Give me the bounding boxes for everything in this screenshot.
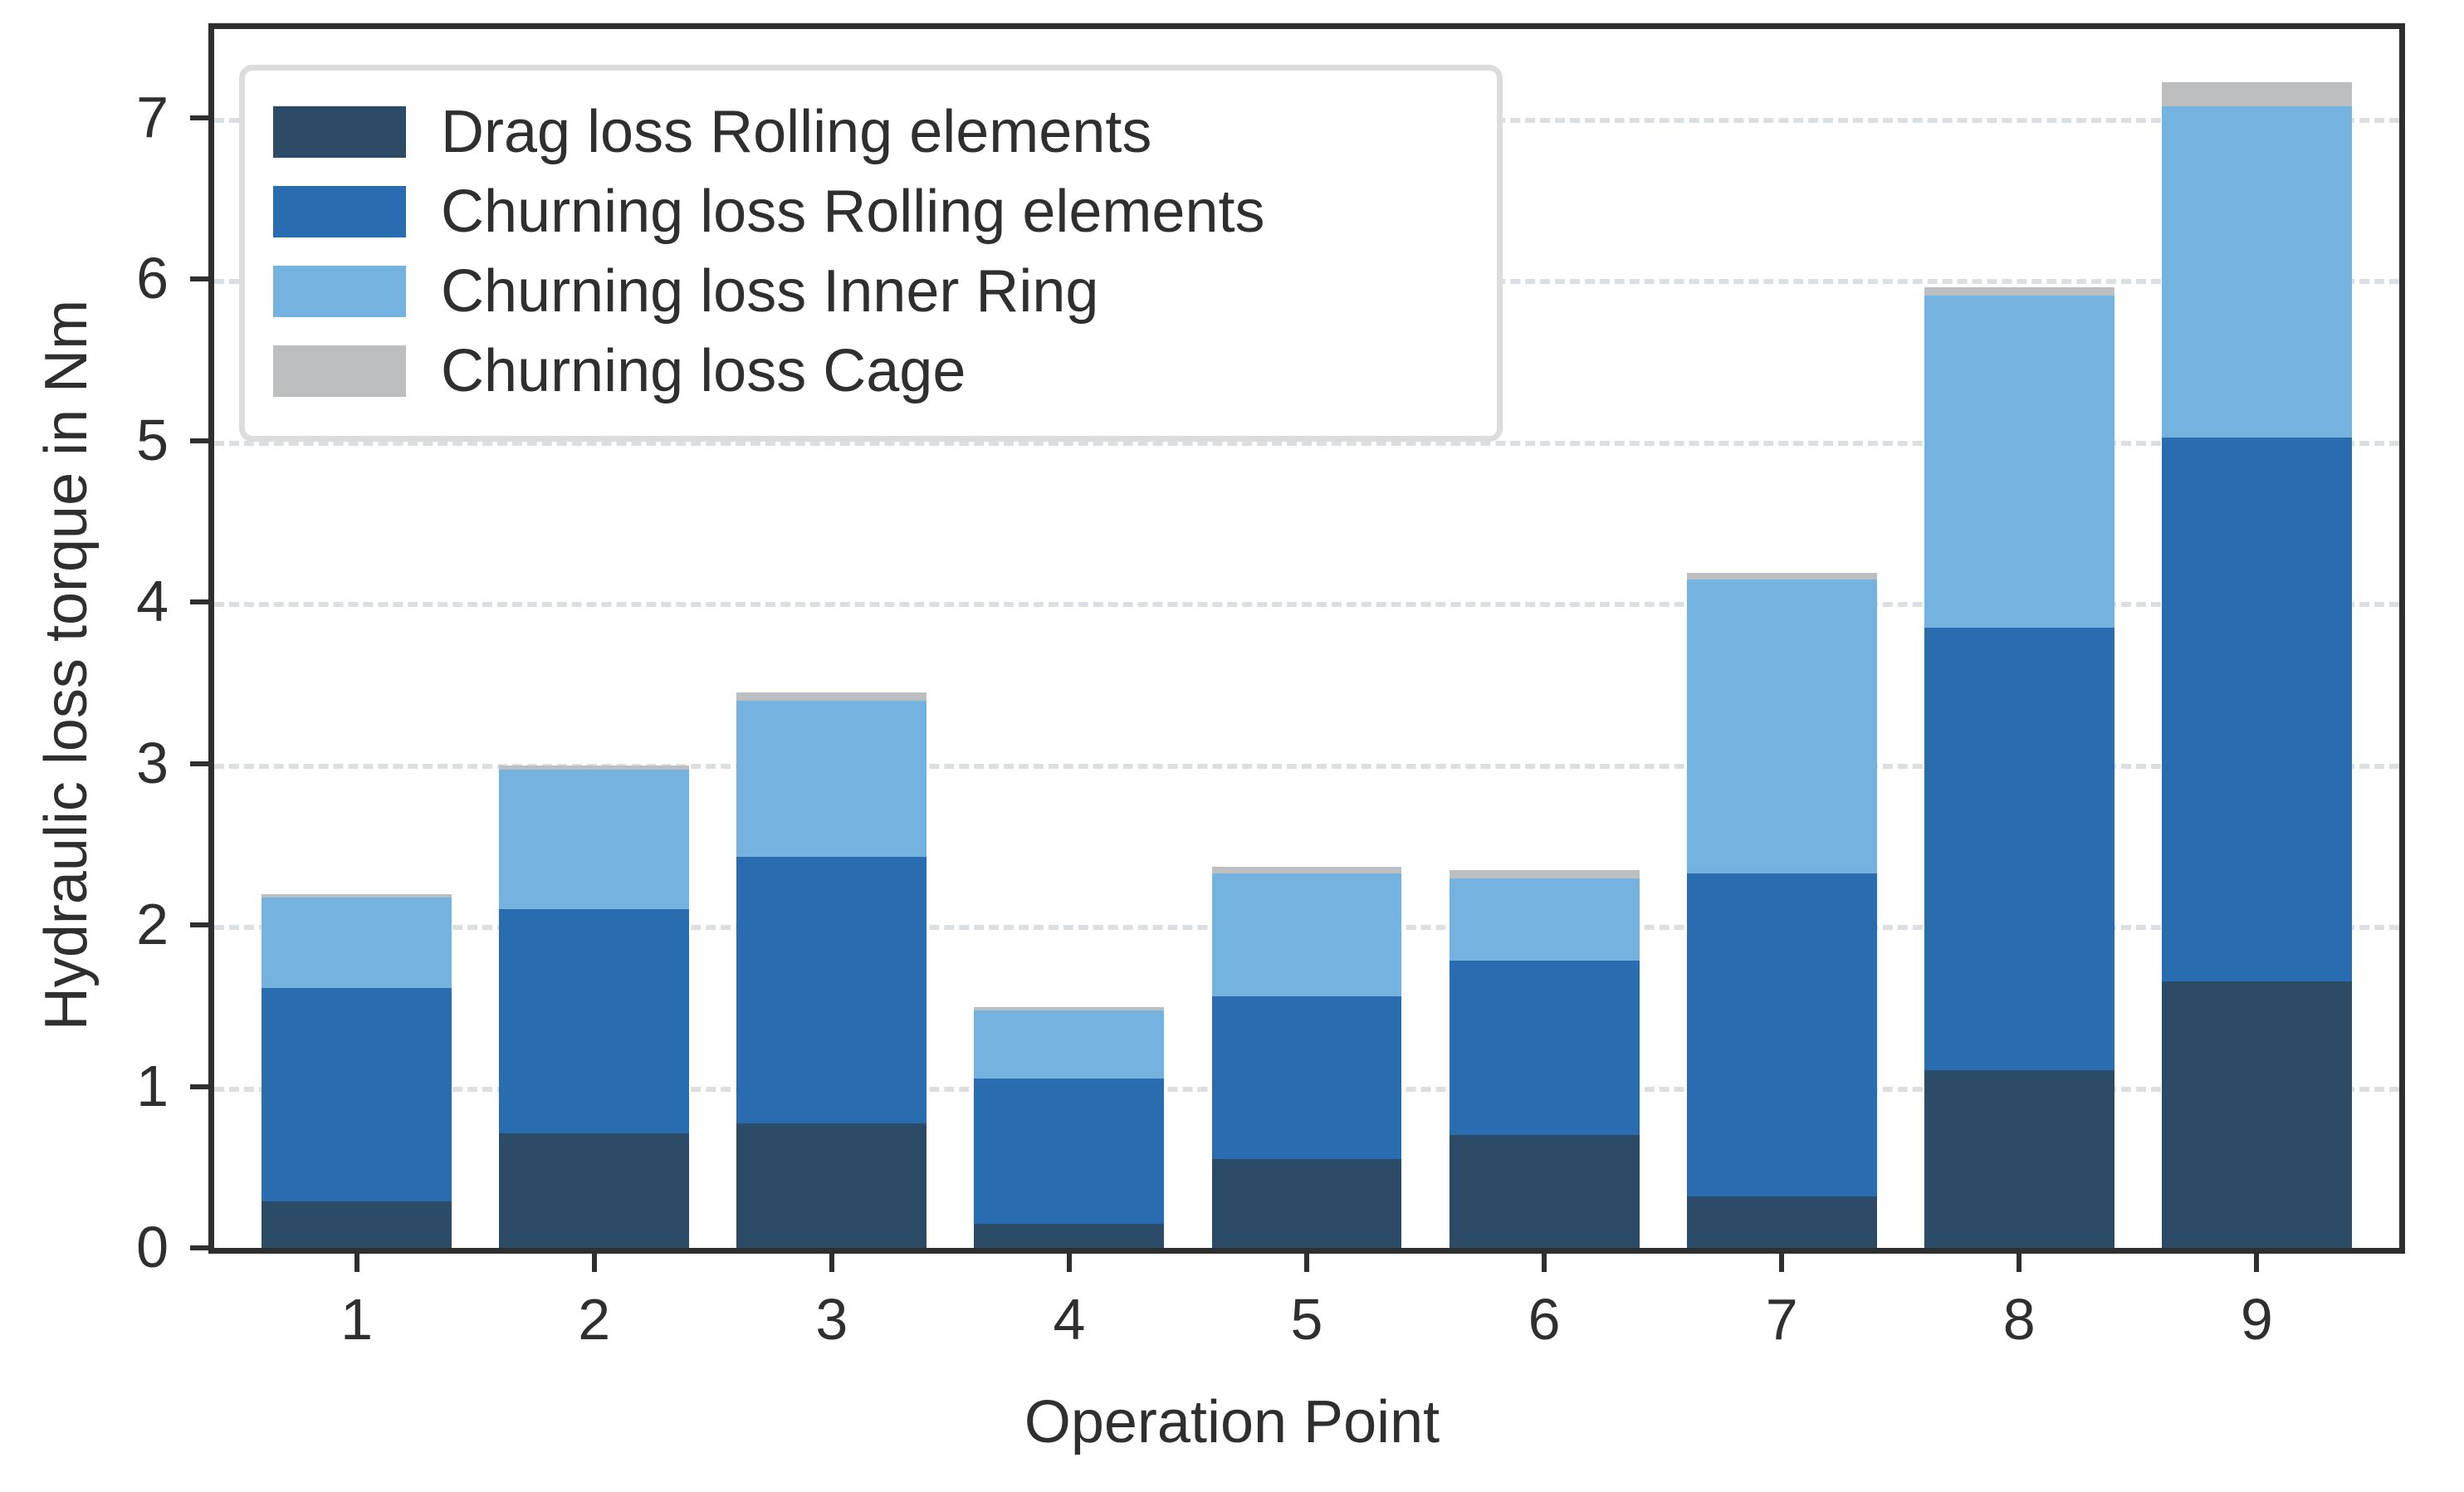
y-tick-label-2: 2 — [136, 892, 169, 957]
bar-segment-op7-s3[interactable] — [1686, 573, 1877, 580]
x-tick-label-7: 7 — [1765, 1287, 1798, 1352]
x-tick-label-6: 6 — [1528, 1287, 1561, 1352]
bar-group-5[interactable] — [1211, 29, 1402, 1248]
bar-group-4[interactable] — [974, 29, 1165, 1248]
bar-segment-op8-s3[interactable] — [1924, 287, 2114, 296]
y-tick-mark-4 — [190, 599, 208, 605]
y-tick-mark-3 — [190, 761, 208, 766]
x-tick-mark-7 — [1779, 1254, 1785, 1272]
x-tick-label-2: 2 — [578, 1287, 611, 1352]
y-tick-label-0: 0 — [136, 1215, 169, 1279]
bar-segment-op8-s1[interactable] — [1924, 628, 2114, 1071]
bar-segment-op3-s3[interactable] — [736, 692, 927, 701]
bar-segment-op5-s3[interactable] — [1211, 867, 1402, 873]
x-axis-title: Operation Point — [1024, 1389, 1440, 1455]
bar-segment-op1-s3[interactable] — [262, 894, 452, 898]
y-tick-mark-5 — [190, 438, 208, 443]
bar-group-1[interactable] — [262, 29, 452, 1248]
bar-segment-op3-s1[interactable] — [736, 857, 927, 1124]
bar-segment-op6-s0[interactable] — [1449, 1134, 1640, 1248]
bar-group-9[interactable] — [2161, 29, 2352, 1248]
x-tick-mark-4 — [1066, 1254, 1072, 1272]
bar-segment-op4-s0[interactable] — [974, 1223, 1165, 1248]
x-tick-label-8: 8 — [2002, 1287, 2036, 1352]
x-tick-mark-9 — [2254, 1254, 2260, 1272]
bar-segment-op5-s0[interactable] — [1211, 1159, 1402, 1248]
legend-item-3[interactable]: Churning loss Cage — [273, 331, 1469, 411]
bar-segment-op3-s0[interactable] — [736, 1123, 927, 1248]
legend-swatch-icon-3 — [273, 345, 406, 397]
bar-group-8[interactable] — [1924, 29, 2114, 1248]
x-tick-label-1: 1 — [340, 1287, 374, 1352]
bar-segment-op4-s1[interactable] — [974, 1078, 1165, 1224]
bar-group-7[interactable] — [1686, 29, 1877, 1248]
bar-segment-op4-s2[interactable] — [974, 1010, 1165, 1079]
x-tick-label-5: 5 — [1290, 1287, 1323, 1352]
y-tick-mark-0 — [190, 1245, 208, 1250]
bar-segment-op7-s0[interactable] — [1686, 1196, 1877, 1248]
legend-label-3: Churning loss Cage — [441, 338, 966, 404]
bar-segment-op1-s0[interactable] — [262, 1201, 452, 1248]
y-tick-label-1: 1 — [136, 1053, 169, 1118]
x-tick-mark-8 — [2017, 1254, 2022, 1272]
legend-swatch-icon-2 — [273, 266, 406, 317]
bar-segment-op9-s1[interactable] — [2161, 437, 2352, 982]
x-tick-mark-3 — [829, 1254, 834, 1272]
bar-group-2[interactable] — [499, 29, 690, 1248]
bar-segment-op6-s1[interactable] — [1449, 960, 1640, 1135]
bar-segment-op9-s3[interactable] — [2161, 82, 2352, 107]
bar-segment-op1-s2[interactable] — [262, 898, 452, 988]
bar-segment-op2-s0[interactable] — [499, 1132, 690, 1248]
bar-segment-op8-s0[interactable] — [1924, 1070, 2114, 1248]
y-tick-label-4: 4 — [136, 569, 169, 634]
y-tick-mark-6 — [190, 276, 208, 282]
bar-group-3[interactable] — [736, 29, 927, 1248]
legend-label-2: Churning loss Inner Ring — [441, 258, 1099, 325]
bar-group-6[interactable] — [1449, 29, 1640, 1248]
bar-segment-op5-s1[interactable] — [1211, 995, 1402, 1160]
bar-segment-op2-s2[interactable] — [499, 770, 690, 909]
legend-label-1: Churning loss Rolling elements — [441, 179, 1265, 245]
x-tick-mark-1 — [354, 1254, 359, 1272]
bar-segment-op8-s2[interactable] — [1924, 295, 2114, 629]
x-tick-label-3: 3 — [815, 1287, 848, 1352]
bar-segment-op7-s2[interactable] — [1686, 580, 1877, 873]
x-tick-mark-6 — [1542, 1254, 1547, 1272]
legend-swatch-icon-1 — [273, 186, 406, 237]
bar-segment-op2-s1[interactable] — [499, 908, 690, 1133]
bar-segment-op7-s1[interactable] — [1686, 873, 1877, 1196]
bar-segment-op1-s1[interactable] — [262, 987, 452, 1201]
x-tick-mark-5 — [1304, 1254, 1309, 1272]
legend-item-0[interactable]: Drag loss Rolling elements — [273, 92, 1469, 172]
y-tick-label-3: 3 — [136, 730, 169, 795]
y-tick-label-6: 6 — [136, 246, 169, 311]
bar-segment-op6-s2[interactable] — [1449, 878, 1640, 961]
x-tick-label-4: 4 — [1053, 1287, 1086, 1352]
y-axis-title: Hydraulic loss torque in Nm — [33, 299, 100, 1031]
y-tick-label-7: 7 — [136, 84, 169, 149]
bar-segment-op9-s0[interactable] — [2161, 981, 2352, 1248]
bar-segment-op6-s3[interactable] — [1449, 870, 1640, 878]
bar-series-container — [214, 29, 2399, 1248]
legend-item-1[interactable]: Churning loss Rolling elements — [273, 172, 1469, 252]
x-tick-label-9: 9 — [2240, 1287, 2273, 1352]
y-tick-label-5: 5 — [136, 407, 169, 472]
chart-legend: Drag loss Rolling elements Churning loss … — [239, 65, 1503, 442]
legend-label-0: Drag loss Rolling elements — [441, 99, 1152, 165]
legend-swatch-icon-0 — [273, 106, 406, 158]
legend-item-2[interactable]: Churning loss Inner Ring — [273, 252, 1469, 331]
bar-segment-op3-s2[interactable] — [736, 700, 927, 858]
bar-segment-op2-s3[interactable] — [499, 765, 690, 770]
y-tick-mark-2 — [190, 922, 208, 928]
x-tick-mark-2 — [591, 1254, 597, 1272]
bar-segment-op5-s2[interactable] — [1211, 873, 1402, 996]
y-tick-mark-7 — [190, 115, 208, 120]
y-tick-mark-1 — [190, 1084, 208, 1089]
bar-segment-op4-s3[interactable] — [974, 1007, 1165, 1011]
bar-segment-op9-s2[interactable] — [2161, 106, 2352, 438]
